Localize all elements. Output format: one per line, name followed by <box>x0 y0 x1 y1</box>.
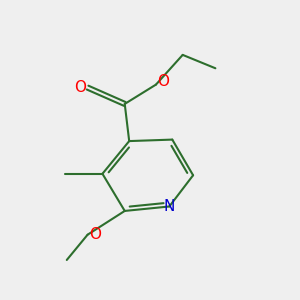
Text: O: O <box>74 80 86 95</box>
Text: O: O <box>158 74 169 89</box>
Text: N: N <box>164 199 175 214</box>
Text: O: O <box>89 227 101 242</box>
